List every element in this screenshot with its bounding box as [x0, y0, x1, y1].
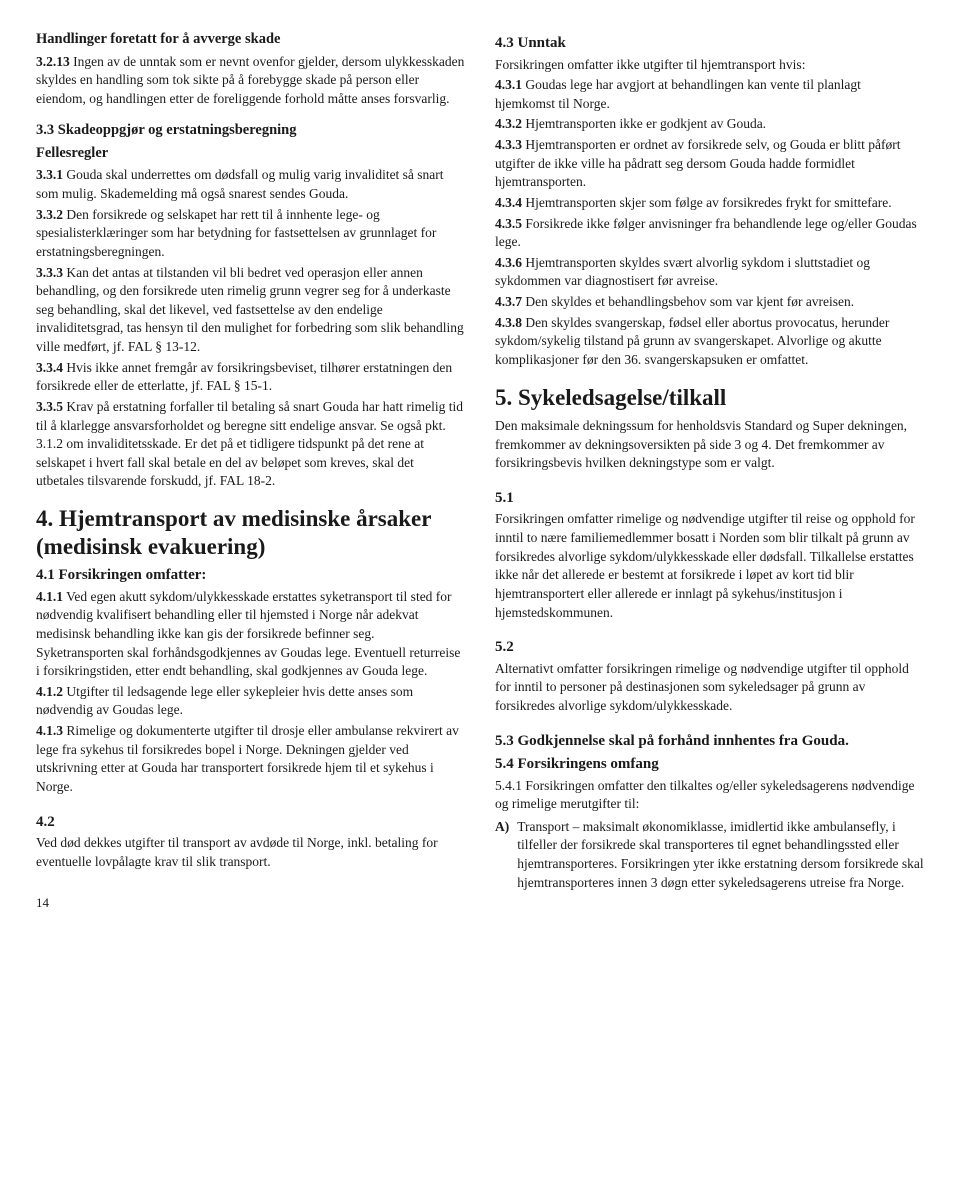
heading-4-3: 4.3 Unntak [495, 34, 924, 54]
list-text-a: Transport – maksimalt økonomiklasse, imi… [517, 818, 924, 893]
para-3-3-1: 3.3.1 Gouda skal underrettes om dødsfall… [36, 166, 465, 203]
para-3-3-2: 3.3.2 Den forsikrede og selskapet har re… [36, 206, 465, 262]
para-4-3-6: 4.3.6 Hjemtransporten skyldes svært alvo… [495, 254, 924, 291]
para-3-3-3: 3.3.3 Kan det antas at tilstanden vil bl… [36, 264, 465, 357]
heading-4-2: 4.2 [36, 813, 465, 833]
heading-5-1: 5.1 [495, 489, 924, 509]
right-column: 4.3 Unntak Forsikringen omfatter ikke ut… [495, 30, 924, 924]
para-4-3-4: 4.3.4 Hjemtransporten skjer som følge av… [495, 194, 924, 213]
heading-5-2: 5.2 [495, 638, 924, 658]
heading-5-3: 5.3 Godkjennelse skal på forhånd innhent… [495, 732, 924, 752]
para-3-2-13: 3.2.13 Ingen av de unntak som er nevnt o… [36, 53, 465, 109]
para-5-intro: Den maksimale dekningssum for henholdsvi… [495, 417, 924, 473]
para-3-3-5: 3.3.5 Krav på erstatning forfaller til b… [36, 398, 465, 491]
para-4-3-7: 4.3.7 Den skyldes et behandlingsbehov so… [495, 293, 924, 312]
para-4-1-3: 4.1.3 Rimelige og dokumenterte utgifter … [36, 722, 465, 797]
para-5-1: Forsikringen omfatter rimelige og nødven… [495, 510, 924, 622]
list-marker-a: A) [495, 818, 509, 893]
heading-3-3: 3.3 Skadeoppgjør og erstatningsberegning [36, 121, 465, 140]
para-3-3-4: 3.3.4 Hvis ikke annet fremgår av forsikr… [36, 359, 465, 396]
para-4-3-8: 4.3.8 Den skyldes svangerskap, fødsel el… [495, 314, 924, 370]
para-5-4-1: 5.4.1 Forsikringen omfatter den tilkalte… [495, 777, 924, 814]
two-column-layout: Handlinger foretatt for å avverge skade … [36, 30, 924, 924]
list-item-a: A) Transport – maksimalt økonomiklasse, … [495, 818, 924, 893]
section-4-title: 4. Hjemtransport av medisinske årsaker (… [36, 505, 465, 560]
para-4-3-3: 4.3.3 Hjemtransporten er ordnet av forsi… [495, 136, 924, 192]
para-4-3-1: 4.3.1 Goudas lege har avgjort at behandl… [495, 76, 924, 113]
para-4-1-2: 4.1.2 Utgifter til ledsagende lege eller… [36, 683, 465, 720]
heading-5-4: 5.4 Forsikringens omfang [495, 755, 924, 775]
para-5-2: Alternativt omfatter forsikringen rimeli… [495, 660, 924, 716]
page-number: 14 [36, 895, 465, 911]
para-4-2: Ved død dekkes utgifter til transport av… [36, 834, 465, 871]
para-4-3-5: 4.3.5 Forsikrede ikke følger anvisninger… [495, 215, 924, 252]
para-4-3-2: 4.3.2 Hjemtransporten ikke er godkjent a… [495, 115, 924, 134]
heading-4-1: 4.1 Forsikringen omfatter: [36, 566, 465, 586]
section-5-title: 5. Sykeledsagelse/tilkall [495, 384, 924, 412]
left-column: Handlinger foretatt for å avverge skade … [36, 30, 465, 924]
para-4-3-intro: Forsikringen omfatter ikke utgifter til … [495, 56, 924, 75]
para-4-1-1: 4.1.1 Ved egen akutt sykdom/ulykkesskade… [36, 588, 465, 681]
heading-fellesregler: Fellesregler [36, 144, 465, 163]
heading-avverge: Handlinger foretatt for å avverge skade [36, 30, 465, 49]
